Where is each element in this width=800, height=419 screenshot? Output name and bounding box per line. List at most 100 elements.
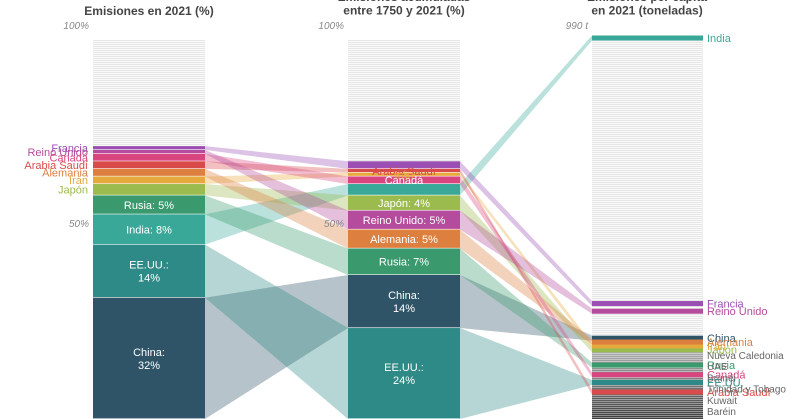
band-india-cumulative-to-percapita — [460, 35, 592, 196]
background-stripe — [592, 226, 703, 228]
background-stripe — [93, 122, 205, 124]
background-stripe — [592, 204, 703, 206]
right-label-ee-uu: EE.UU. — [707, 377, 744, 389]
background-stripe — [592, 270, 703, 272]
background-stripe — [592, 104, 703, 106]
background-stripe — [93, 74, 205, 76]
bar-label-2021-ee-uu: EE.UU.: — [129, 260, 169, 272]
background-stripe — [592, 114, 703, 116]
bar-label-cumulative-china: China: — [388, 290, 420, 302]
background-stripe — [592, 110, 703, 112]
background-stripe — [592, 236, 703, 238]
background-stripe — [93, 132, 205, 134]
background-stripe — [592, 286, 703, 288]
background-stripe — [592, 368, 703, 370]
background-stripe — [592, 276, 703, 278]
rest-of-world-2021 — [93, 40, 205, 148]
bar-percapita-china — [592, 335, 703, 341]
background-stripe — [592, 182, 703, 184]
background-stripe — [348, 106, 460, 108]
background-stripe — [592, 334, 703, 336]
bar-2021-china — [93, 297, 205, 419]
band-japon-cumulative-to-percapita — [460, 195, 592, 353]
background-stripe — [348, 78, 460, 80]
background-stripe — [93, 124, 205, 126]
background-stripe — [93, 108, 205, 110]
panel-title-2: Emisiones acumuladas — [338, 0, 471, 4]
background-stripe — [93, 134, 205, 136]
background-stripe — [592, 90, 703, 92]
axis-mid-label: 50% — [69, 219, 89, 230]
background-stripe — [93, 82, 205, 84]
background-stripe — [592, 160, 703, 162]
background-stripe — [592, 176, 703, 178]
background-stripe — [592, 56, 703, 58]
bar-2021-francia — [93, 146, 205, 150]
background-stripe — [592, 174, 703, 176]
background-stripe — [348, 42, 460, 44]
background-stripe — [348, 120, 460, 122]
background-stripe — [93, 78, 205, 80]
background-stripe — [592, 122, 703, 124]
background-stripe — [93, 62, 205, 64]
other-label-nueva-caledonia: Nueva Caledonia — [707, 351, 784, 362]
background-stripe — [592, 142, 703, 144]
right-label-japon: Japón — [707, 345, 737, 357]
background-stripe — [592, 82, 703, 84]
background-stripe — [592, 234, 703, 236]
axis-mid-label: 50% — [324, 219, 344, 230]
background-stripe — [592, 278, 703, 280]
bar-label-cumulative-rusia: Rusia: 7% — [379, 257, 429, 269]
background-stripe — [348, 52, 460, 54]
background-stripe — [592, 136, 703, 138]
bar-percapita-francia — [592, 301, 703, 307]
band-reino-unido-2021-to-cumulative — [205, 149, 348, 230]
background-stripe — [592, 188, 703, 190]
axis-top-label: 990 t — [566, 21, 589, 32]
background-stripe — [348, 124, 460, 126]
background-stripe — [93, 44, 205, 46]
bar-label-2021-rusia: Rusia: 5% — [124, 200, 174, 212]
background-stripe — [348, 60, 460, 62]
background-stripe — [592, 328, 703, 330]
bar-percapita-alemania — [592, 339, 703, 345]
background-stripe — [592, 370, 703, 372]
background-stripe — [592, 284, 703, 286]
background-stripe — [93, 90, 205, 92]
background-stripe — [93, 80, 205, 82]
background-stripe — [592, 360, 703, 362]
band-canada-2021-to-cumulative — [205, 153, 348, 185]
background-stripe — [348, 108, 460, 110]
background-stripe — [592, 200, 703, 202]
background-stripe — [592, 192, 703, 194]
panel-title-1: Emisiones en 2021 (%) — [84, 4, 213, 18]
right-label-reino-unido: Reino Unido — [707, 306, 768, 318]
background-stripe — [592, 144, 703, 146]
background-stripe — [592, 88, 703, 90]
background-stripe — [348, 128, 460, 130]
background-stripe — [592, 132, 703, 134]
background-stripe — [592, 208, 703, 210]
band-alemania-cumulative-to-percapita — [460, 229, 592, 345]
background-stripe — [592, 54, 703, 56]
bar-cumulative-arabia-saudi — [348, 168, 460, 173]
bar-label-2021-india: India: 8% — [126, 225, 172, 237]
background-stripe — [93, 96, 205, 98]
left-label-reino-unido: Reino Unido — [27, 147, 88, 159]
band-ee-uu-cumulative-to-percapita — [460, 328, 592, 419]
bar-percapita-rusia — [592, 362, 703, 368]
background-stripe — [592, 96, 703, 98]
background-stripe — [348, 114, 460, 116]
background-stripe — [592, 378, 703, 380]
background-stripe — [592, 46, 703, 48]
background-stripe — [348, 146, 460, 148]
background-stripe — [348, 134, 460, 136]
band-arabia-saudi-2021-to-cumulative — [205, 161, 348, 173]
background-stripe — [592, 322, 703, 324]
background-stripe — [592, 146, 703, 148]
background-stripe — [592, 72, 703, 74]
rest-of-world-cumulative — [348, 40, 460, 162]
bar-2021-iran — [93, 176, 205, 184]
background-stripe — [592, 120, 703, 122]
background-stripe — [93, 50, 205, 52]
